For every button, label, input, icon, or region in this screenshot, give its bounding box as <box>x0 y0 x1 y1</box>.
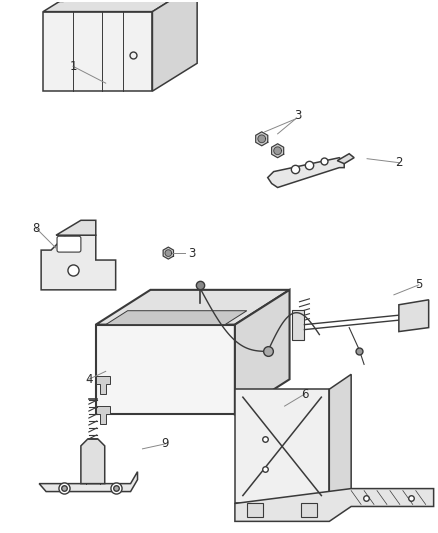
Polygon shape <box>43 0 197 12</box>
Polygon shape <box>273 147 281 155</box>
Polygon shape <box>271 144 283 158</box>
Polygon shape <box>95 290 289 325</box>
Text: 9: 9 <box>161 438 169 450</box>
Polygon shape <box>95 406 110 424</box>
Polygon shape <box>106 311 246 325</box>
Text: 2: 2 <box>394 156 402 169</box>
Polygon shape <box>95 376 110 394</box>
Polygon shape <box>163 247 173 259</box>
Polygon shape <box>39 472 137 491</box>
Polygon shape <box>43 12 152 91</box>
Text: 4: 4 <box>85 373 92 386</box>
Polygon shape <box>246 504 262 518</box>
Polygon shape <box>267 158 343 188</box>
Polygon shape <box>152 0 197 91</box>
Polygon shape <box>255 132 267 146</box>
Polygon shape <box>234 489 433 521</box>
Polygon shape <box>234 389 328 504</box>
Text: 5: 5 <box>414 278 421 292</box>
Polygon shape <box>95 325 234 414</box>
Polygon shape <box>234 290 289 414</box>
Text: 6: 6 <box>300 387 307 401</box>
FancyBboxPatch shape <box>57 236 81 252</box>
Polygon shape <box>165 250 171 256</box>
Polygon shape <box>328 374 350 504</box>
Polygon shape <box>336 154 353 164</box>
Polygon shape <box>56 220 95 235</box>
Text: 3: 3 <box>188 247 195 260</box>
Polygon shape <box>258 135 265 143</box>
Text: 8: 8 <box>32 222 40 235</box>
Polygon shape <box>301 504 317 518</box>
Polygon shape <box>41 235 115 290</box>
Polygon shape <box>81 439 105 483</box>
Text: 3: 3 <box>293 109 300 123</box>
Polygon shape <box>291 310 304 340</box>
Polygon shape <box>398 300 427 332</box>
Text: 1: 1 <box>69 60 77 73</box>
